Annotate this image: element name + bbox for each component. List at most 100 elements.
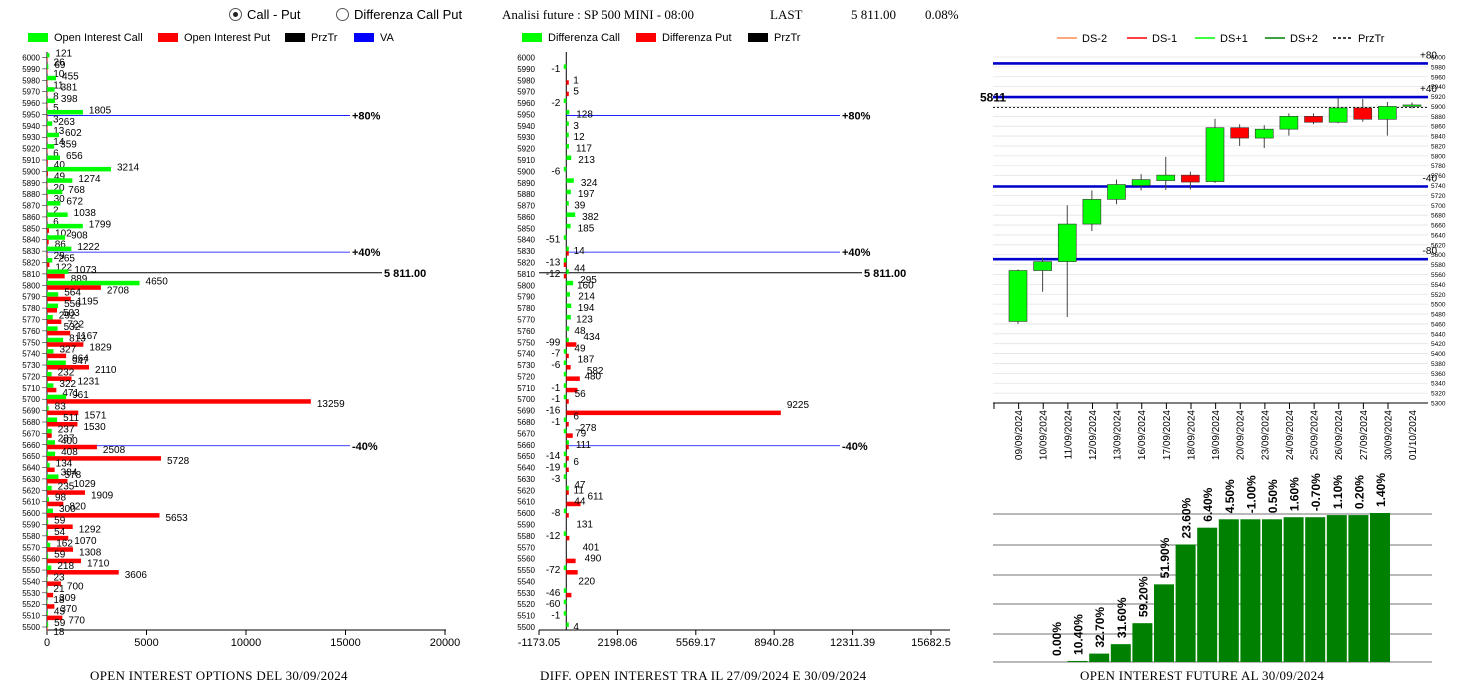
c1-x-tick-label: 0 [44, 637, 50, 649]
c2-value-label: 47 [574, 480, 586, 491]
c1-call-value: 1274 [78, 174, 101, 185]
c4-bar-label: 1.10% [1331, 475, 1345, 509]
c4-bar [1067, 660, 1088, 662]
c1-strike-label: 5930 [22, 133, 40, 142]
c1-strike-label: 5780 [22, 304, 40, 313]
c4-bar-label: 32.70% [1093, 607, 1107, 648]
c2-call-bar [563, 371, 567, 377]
c1-strike-label: 5890 [22, 179, 40, 188]
c1-call-bar [47, 235, 66, 240]
radio-call-put-label: Call - Put [247, 7, 301, 22]
c2-put-bar [566, 570, 578, 575]
c2-call-bar [566, 155, 572, 161]
c1-strike-label: 5840 [22, 236, 40, 245]
c1-put-bar [47, 194, 48, 199]
c1-put-value: 722 [67, 319, 84, 330]
c3-candle-body [1230, 127, 1249, 139]
radio-selected-icon[interactable] [229, 8, 242, 21]
c1-call-bar [47, 212, 68, 217]
c2-call-bar [563, 611, 567, 616]
c2-value-label: 185 [578, 223, 595, 234]
c1-put-value: 20 [53, 183, 65, 194]
c1-call-bar [47, 109, 83, 115]
c3-y-tick-label: 5900 [1431, 104, 1446, 111]
c1-call-bar [47, 258, 53, 263]
c1-put-value: 237 [58, 433, 75, 444]
c3-candle-body [1131, 179, 1151, 186]
radio-unselected-icon[interactable] [336, 8, 349, 21]
c1-strike-label: 5870 [22, 202, 40, 211]
c2-call-bar [563, 166, 567, 172]
c2-strike-label: 5630 [517, 475, 535, 484]
c1-strike-label: 5770 [22, 315, 40, 324]
c1-call-bar [47, 280, 140, 286]
c1-put-bar [47, 68, 48, 74]
c1-call-value: 218 [57, 561, 74, 572]
c3-y-tick-label: 5640 [1431, 232, 1446, 239]
c3-date-label: 11/09/2024 [1063, 410, 1074, 460]
radio-call-put[interactable]: Call - Put [229, 7, 300, 22]
c1-call-bar [47, 189, 63, 195]
c1-call-bar [47, 383, 54, 388]
c1-call-value: 1222 [77, 242, 100, 253]
c3-y-tick-label: 5920 [1431, 94, 1446, 101]
c1-call-value: 768 [68, 185, 85, 196]
c1-call-value: 121 [55, 49, 72, 60]
c2-strike-label: 5570 [517, 543, 535, 552]
change-percent: 0.08% [925, 7, 959, 22]
c1-call-value: 322 [59, 379, 76, 390]
c2-strike-label: 5980 [517, 76, 535, 85]
c1-call-value: 59 [54, 550, 66, 561]
c1-put-bar [47, 91, 48, 97]
c2-strike-label: 5930 [517, 133, 535, 142]
c3-y-tick-label: 5960 [1431, 74, 1446, 81]
footer-left: OPEN INTEREST OPTIONS DEL 30/09/2024 [90, 668, 348, 683]
c1-put-bar [47, 342, 84, 347]
c1-strike-label: 5920 [22, 145, 40, 154]
c4-bar [1218, 519, 1239, 662]
c2-level-label: +80% [842, 110, 871, 122]
c3-y-tick-label: 5400 [1431, 351, 1446, 358]
c2-strike-label: 5530 [517, 589, 535, 598]
c3-y-tick-label: 5940 [1431, 84, 1446, 91]
legend-label-1: Differenza Put [662, 32, 732, 44]
c4-bar-label: 59.20% [1136, 576, 1150, 617]
c2-strike-label: 5500 [517, 623, 535, 632]
c1-strike-label: 5610 [22, 498, 40, 507]
c1-put-bar [47, 228, 50, 233]
c2-call-bar [566, 269, 569, 274]
c3-date-label: 23/09/2024 [1260, 410, 1271, 460]
c1-strike-label: 5690 [22, 407, 40, 416]
c1-put-bar [47, 319, 62, 324]
c2-value-label: 401 [583, 542, 600, 553]
c1-strike-label: 5590 [22, 520, 40, 529]
c2-strike-label: 5750 [517, 338, 535, 347]
c3-level-label: -40 [1423, 174, 1438, 185]
c3-y-tick-label: 6000 [1431, 55, 1446, 62]
c2-put-bar [566, 421, 569, 427]
c2-call-bar [566, 292, 571, 297]
c1-x-tick-label: 10000 [231, 637, 262, 649]
c1-call-value: 237 [58, 424, 75, 435]
c3-y-tick-label: 5880 [1431, 114, 1446, 121]
c2-call-bar [566, 201, 569, 206]
c1-put-bar [47, 456, 161, 461]
c2-value-label: 14 [574, 246, 586, 257]
c1-put-bar [47, 547, 74, 552]
c3-y-tick-label: 5440 [1431, 331, 1446, 338]
c2-value-label: 5 [573, 87, 579, 98]
radio-diff-call-put[interactable]: Differenza Call Put [336, 7, 462, 22]
radio-diff-label: Differenza Call Put [354, 7, 463, 22]
c2-call-bar [563, 235, 567, 240]
c3-date-label: 24/09/2024 [1285, 410, 1296, 460]
c1-strike-label: 5740 [22, 350, 40, 359]
c3-level-label: +40 [1420, 84, 1437, 95]
c2-value-label: 4 [573, 622, 579, 633]
c1-put-value: 5 [53, 103, 59, 114]
c2-strike-label: 5890 [517, 179, 535, 188]
c1-put-bar [47, 376, 72, 381]
c1-call-value: 327 [60, 345, 77, 356]
c2-put-bar [566, 433, 573, 438]
c1-put-bar [47, 558, 82, 564]
c2-value-label: 197 [578, 189, 595, 200]
